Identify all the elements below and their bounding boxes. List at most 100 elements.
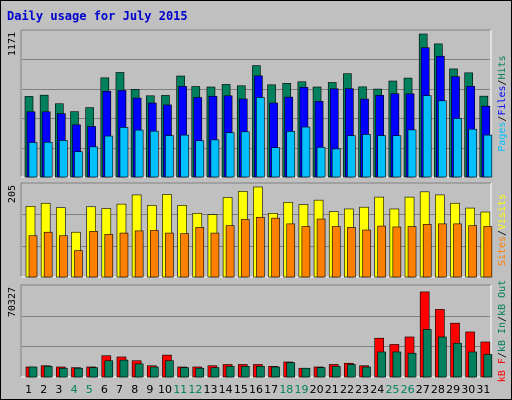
- bar-pages-day-6: [104, 135, 114, 178]
- bar-kbout-day-13: [210, 367, 220, 378]
- bar-kbout-day-25: [392, 351, 402, 378]
- bar-sites-day-12: [195, 227, 205, 278]
- x-tick-label-day-12: 12: [188, 383, 202, 396]
- bar-pages-day-2: [43, 142, 53, 178]
- x-tick-label-day-22: 22: [340, 383, 354, 396]
- x-tick-label-day-13: 13: [204, 383, 218, 396]
- bar-kbout-day-24: [377, 351, 387, 378]
- x-tick-label-day-6: 6: [101, 383, 108, 396]
- y-max-label-3: 70327: [7, 287, 18, 317]
- bar-kbout-day-30: [468, 351, 477, 378]
- bar-sites-day-27: [422, 224, 432, 278]
- bar-pages-day-11: [180, 134, 189, 178]
- bar-sites-day-18: [286, 223, 296, 278]
- bar-pages-day-29: [453, 118, 462, 178]
- legend-1: Pages/Files/Hits: [497, 55, 508, 151]
- bar-sites-day-1: [28, 235, 38, 278]
- x-tick-label-day-5: 5: [86, 383, 93, 396]
- legend-item: /: [497, 79, 508, 85]
- bar-pages-day-8: [134, 129, 144, 178]
- bar-kbout-day-31: [483, 354, 493, 378]
- legend-item: /: [497, 352, 508, 358]
- x-tick-label-day-4: 4: [71, 383, 78, 396]
- x-tick-label-day-29: 29: [446, 383, 460, 396]
- x-tick-label-day-7: 7: [116, 383, 123, 396]
- bar-pages-day-30: [468, 128, 477, 178]
- bar-pages-day-16: [256, 97, 265, 178]
- x-tick-label-day-11: 11: [173, 383, 187, 396]
- bar-kbout-day-20: [316, 367, 326, 378]
- x-tick-label-day-8: 8: [131, 383, 138, 396]
- bar-sites-day-30: [468, 225, 477, 278]
- bar-sites-day-2: [43, 231, 53, 278]
- bar-pages-day-10: [165, 135, 174, 178]
- bar-kbout-day-22: [347, 364, 356, 378]
- bar-sites-day-6: [104, 234, 114, 278]
- bar-sites-day-26: [407, 226, 417, 278]
- bar-sites-day-21: [331, 226, 341, 278]
- bar-kbout-day-18: [286, 362, 296, 378]
- bar-pages-day-9: [149, 130, 159, 178]
- bar-pages-day-15: [240, 131, 250, 178]
- bar-pages-day-23: [362, 134, 371, 178]
- bar-kbout-day-7: [119, 359, 129, 378]
- bar-sites-day-4: [74, 250, 83, 278]
- bar-pages-day-5: [89, 146, 98, 178]
- y-max-label-2: 205: [7, 185, 18, 203]
- bar-sites-day-25: [392, 226, 402, 278]
- bar-pages-day-31: [483, 134, 493, 178]
- bar-kbout-day-2: [43, 366, 53, 378]
- x-tick-label-day-1: 1: [25, 383, 32, 396]
- legend-item: Files: [497, 85, 508, 115]
- bar-kbout-day-21: [331, 366, 341, 378]
- x-tick-label-day-27: 27: [416, 383, 430, 396]
- bar-kbout-day-19: [301, 367, 311, 378]
- legend-item: Pages: [497, 122, 508, 152]
- bar-pages-day-19: [301, 126, 311, 178]
- x-tick-label-day-28: 28: [431, 383, 445, 396]
- bar-sites-day-16: [256, 216, 265, 278]
- legend-text-3: kB F/kB In/kB Out: [497, 280, 508, 382]
- bar-kbout-day-12: [195, 367, 205, 378]
- bar-kbout-day-3: [59, 367, 68, 378]
- bar-kbout-day-9: [149, 366, 159, 378]
- legend-text-2: Sites/Visits: [497, 194, 508, 266]
- bar-sites-day-10: [165, 232, 174, 278]
- bar-sites-day-28: [438, 223, 447, 278]
- bar-pages-day-1: [28, 142, 38, 178]
- bar-pages-day-28: [438, 100, 447, 178]
- x-tick-label-day-15: 15: [234, 383, 248, 396]
- bar-sites-day-11: [180, 233, 189, 278]
- bar-kbout-day-6: [104, 360, 114, 378]
- x-tick-label-day-2: 2: [40, 383, 47, 396]
- bar-pages-day-13: [210, 139, 220, 178]
- bar-pages-day-3: [59, 140, 68, 178]
- legend-item: Visits: [497, 194, 508, 230]
- bar-pages-day-7: [119, 127, 129, 178]
- bar-pages-day-18: [286, 131, 296, 178]
- bar-kbout-day-5: [89, 367, 98, 378]
- x-tick-label-day-20: 20: [310, 383, 324, 396]
- x-tick-label-day-26: 26: [401, 383, 415, 396]
- x-tick-label-day-24: 24: [370, 383, 384, 396]
- bar-sites-day-22: [347, 227, 356, 278]
- bar-kbout-day-26: [407, 352, 417, 378]
- legend-item: /: [497, 316, 508, 322]
- bar-pages-day-24: [377, 135, 387, 178]
- bar-kbout-day-17: [271, 366, 280, 378]
- bar-kbout-day-1: [28, 366, 38, 378]
- bar-kbout-day-28: [438, 336, 447, 378]
- bar-sites-day-7: [119, 232, 129, 278]
- x-tick-label-day-21: 21: [325, 383, 339, 396]
- bar-sites-day-3: [59, 235, 68, 278]
- bar-pages-day-25: [392, 135, 402, 178]
- bar-kbout-day-29: [453, 342, 462, 378]
- x-tick-label-day-17: 17: [264, 383, 278, 396]
- bar-sites-day-23: [362, 229, 371, 278]
- bar-pages-day-14: [225, 132, 235, 178]
- bar-sites-day-13: [210, 232, 220, 278]
- bar-kbout-day-11: [180, 367, 189, 378]
- chart-title: Daily usage for July 2015: [7, 9, 188, 23]
- legend-item: Sites: [497, 236, 508, 266]
- legend-3: kB F/kB In/kB Out: [497, 280, 508, 382]
